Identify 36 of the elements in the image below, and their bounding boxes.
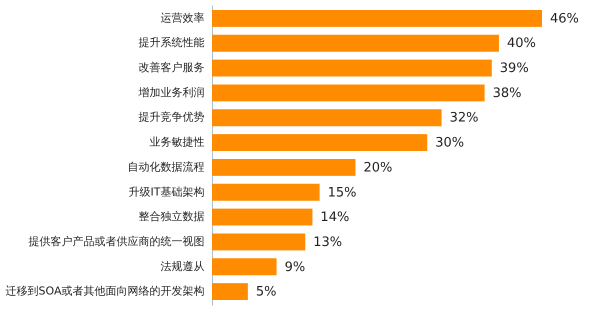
data-label: 46% bbox=[550, 11, 579, 26]
data-label: 15% bbox=[328, 185, 357, 200]
y-tick-label: 迁移到SOA或者其他面向网络的开发架构 bbox=[6, 284, 204, 298]
y-tick-label: 提升系统性能 bbox=[138, 36, 204, 50]
y-tick-label: 增加业务利润 bbox=[138, 86, 204, 99]
bar bbox=[212, 84, 485, 102]
bar bbox=[212, 233, 306, 250]
bar bbox=[212, 134, 428, 152]
y-tick-label: 提供客户产品或者供应商的统一视图 bbox=[28, 234, 204, 248]
y-tick-label: 运营效率 bbox=[160, 11, 204, 24]
y-tick-label: 自动化数据流程 bbox=[128, 160, 204, 174]
y-tick-label: 业务敏捷性 bbox=[150, 136, 204, 149]
bar bbox=[212, 10, 542, 27]
bar bbox=[212, 109, 442, 126]
bar bbox=[212, 60, 492, 77]
data-label: 14% bbox=[320, 210, 350, 226]
data-label: 39% bbox=[500, 61, 529, 76]
bar bbox=[212, 258, 277, 276]
y-tick-label: 升级IT基础架构 bbox=[128, 185, 204, 198]
data-label: 38% bbox=[492, 86, 522, 101]
data-label: 20% bbox=[363, 160, 392, 176]
bar bbox=[212, 34, 499, 52]
data-label: 30% bbox=[435, 136, 464, 151]
data-label: 9% bbox=[284, 260, 306, 275]
bar bbox=[212, 158, 356, 176]
y-tick-label: 改善客户服务 bbox=[138, 61, 204, 74]
y-tick-label: 提升竞争优势 bbox=[138, 110, 204, 124]
y-tick-label: 整合独立数据 bbox=[138, 210, 204, 224]
data-label: 32% bbox=[450, 110, 478, 126]
y-tick-label: 法规遵从 bbox=[160, 260, 204, 273]
data-label: 40% bbox=[506, 36, 536, 52]
bar bbox=[212, 208, 312, 226]
bar bbox=[212, 184, 320, 201]
data-label: 13% bbox=[313, 234, 342, 250]
bar bbox=[212, 283, 248, 300]
data-label: 5% bbox=[256, 284, 276, 300]
